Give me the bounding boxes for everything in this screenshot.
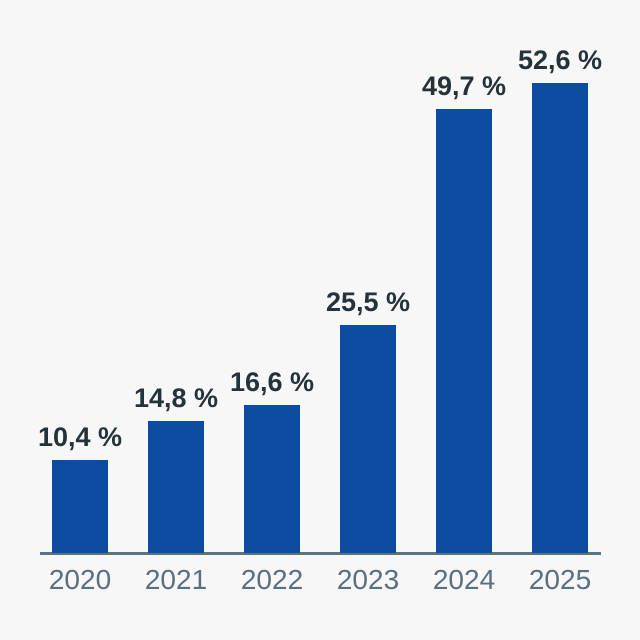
bar-2021 [148,420,204,553]
x-tick-label-2025: 2025 [528,564,592,595]
value-label-2024: 49,7 % [421,71,507,102]
x-tick-label-2020: 2020 [48,564,112,595]
bar-2022 [244,404,300,553]
value-label-2021: 14,8 % [133,382,219,413]
x-tick-label-2023: 2023 [336,564,400,595]
value-label-2022: 16,6 % [229,366,315,397]
value-label-2020: 10,4 % [37,422,123,453]
bar-2024 [436,109,492,553]
x-tick-label-2024: 2024 [432,564,496,595]
value-label-2023: 25,5 % [325,287,411,318]
bar-2025 [532,83,588,553]
value-label-2025: 52,6 % [517,45,603,76]
x-axis-line [40,552,601,555]
x-tick-label-2021: 2021 [144,564,208,595]
bar-2023 [340,325,396,553]
x-tick-label-2022: 2022 [240,564,304,595]
bar-2020 [52,460,108,553]
